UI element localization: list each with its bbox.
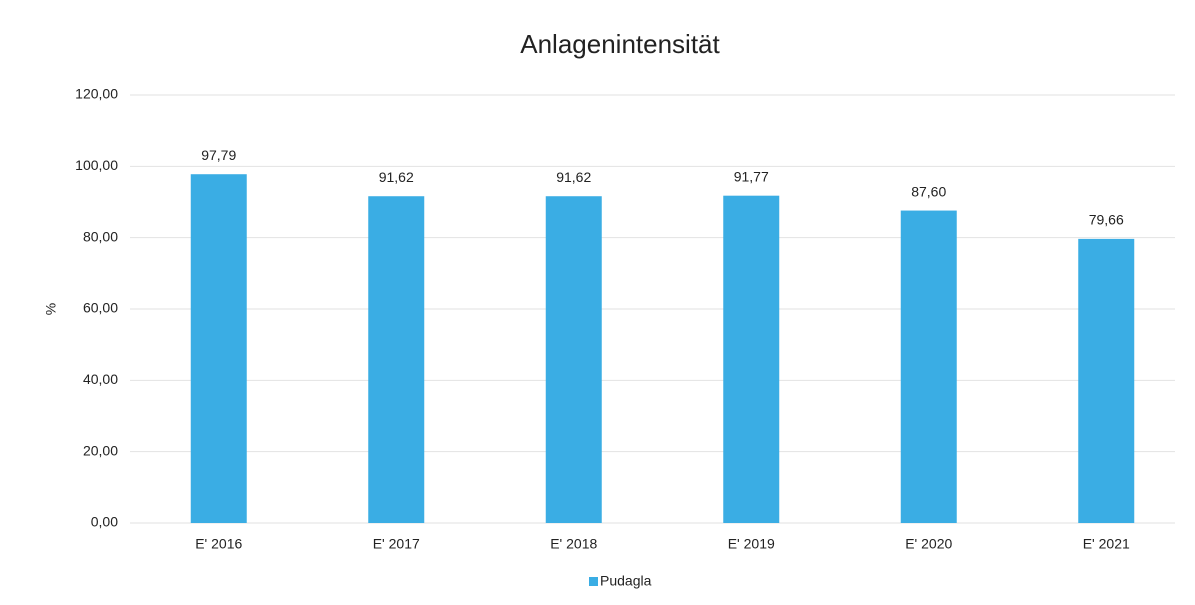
x-tick-label: E' 2019	[728, 536, 775, 552]
bar	[190, 174, 247, 523]
x-tick-label: E' 2016	[195, 536, 242, 552]
bar	[545, 196, 602, 524]
y-tick-label: 80,00	[83, 228, 118, 244]
legend-label: Pudagla	[600, 573, 652, 589]
data-label: 91,62	[379, 169, 414, 185]
x-tick-label: E' 2020	[905, 536, 952, 552]
data-label: 87,60	[911, 183, 946, 199]
y-tick-label: 0,00	[91, 514, 118, 530]
bar	[368, 196, 425, 524]
bar	[723, 195, 780, 523]
data-label: 97,79	[201, 147, 236, 163]
chart-title: Anlagenintensität	[520, 29, 720, 59]
x-tick-label: E' 2017	[373, 536, 420, 552]
x-tick-label: E' 2021	[1083, 536, 1130, 552]
data-label: 79,66	[1089, 212, 1124, 228]
y-tick-label: 40,00	[83, 371, 118, 387]
y-tick-label: 60,00	[83, 300, 118, 316]
bar	[900, 210, 957, 523]
x-tick-label: E' 2018	[550, 536, 597, 552]
y-tick-label: 120,00	[75, 86, 118, 102]
y-tick-label: 100,00	[75, 157, 118, 173]
data-label: 91,77	[734, 168, 769, 184]
y-tick-label: 20,00	[83, 442, 118, 458]
data-label: 91,62	[556, 169, 591, 185]
legend-swatch	[589, 577, 598, 586]
y-axis-label: %	[43, 303, 59, 315]
bar	[1078, 238, 1135, 523]
